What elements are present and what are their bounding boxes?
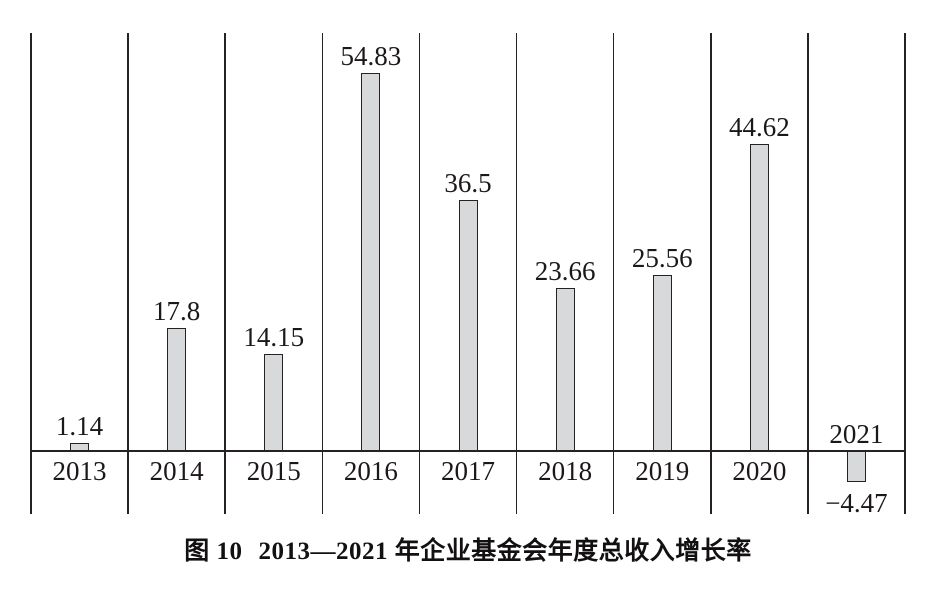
bar-2019 <box>652 275 672 451</box>
bar-2017 <box>458 200 478 451</box>
x-tick-label: 2014 <box>149 456 204 486</box>
figure-caption: 图 10 2013—2021 年企业基金会年度总收入增长率 <box>0 531 936 567</box>
x-tick-label: 2016 <box>343 456 398 486</box>
column-separator-line <box>224 33 226 514</box>
bar-value-label: 36.5 <box>444 168 492 198</box>
x-tick-label: 2019 <box>635 456 690 486</box>
bar-value-label: 17.8 <box>153 296 201 326</box>
bar-2014 <box>167 328 187 451</box>
column-separator-line <box>321 33 324 514</box>
bar-value-label: 23.66 <box>534 256 596 286</box>
bar-2016 <box>361 73 381 451</box>
column-separator-line <box>710 33 712 514</box>
x-tick-label: 2015 <box>246 456 301 486</box>
bar-value-label: 44.62 <box>728 112 790 142</box>
column-separator-line <box>904 33 906 514</box>
column-separator-line <box>515 33 518 514</box>
bar-2018 <box>555 288 575 451</box>
bar-value-label: 25.56 <box>631 243 693 273</box>
bar-2021 <box>846 451 866 482</box>
figure-title: 2013—2021 年企业基金会年度总收入增长率 <box>258 538 752 565</box>
bar-value-label: 1.14 <box>55 411 104 441</box>
column-separator-line <box>418 33 421 514</box>
column-separator-line <box>30 33 32 514</box>
figure-number: 图 10 <box>184 538 243 565</box>
bar-value-label: −4.47 <box>825 488 888 518</box>
x-tick-label: 2021 <box>829 419 884 449</box>
bar-value-label: 54.83 <box>340 41 402 71</box>
column-separator-line <box>127 33 129 514</box>
x-tick-label: 2013 <box>52 456 107 486</box>
x-tick-label: 2017 <box>440 456 495 486</box>
x-axis-line <box>31 450 905 452</box>
x-tick-label: 2018 <box>538 456 593 486</box>
bar-2015 <box>264 354 284 451</box>
bar-value-label: 14.15 <box>243 322 305 352</box>
column-separator-line <box>807 33 809 514</box>
x-tick-label: 2020 <box>732 456 787 486</box>
bar-2020 <box>749 144 769 451</box>
column-separator-line <box>612 33 615 514</box>
